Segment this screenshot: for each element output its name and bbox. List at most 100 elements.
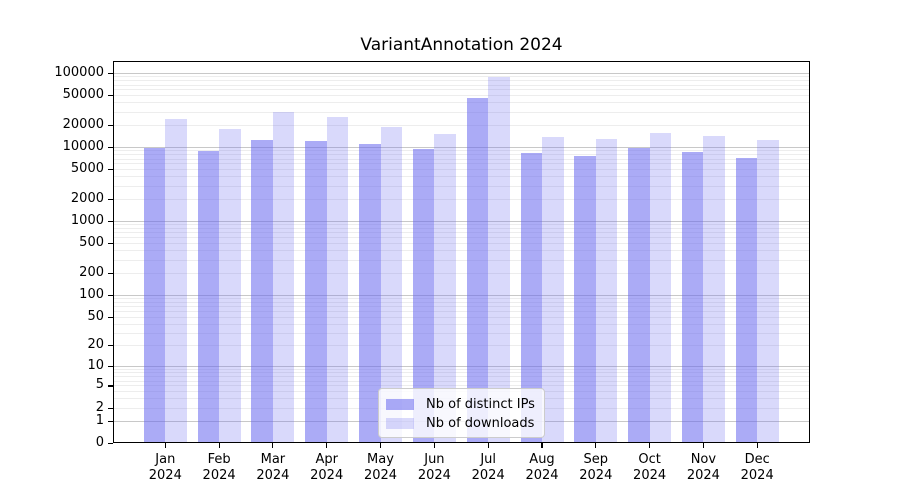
x-tick-label-feb: Feb 2024 (202, 452, 236, 483)
gridline-8 (113, 372, 810, 374)
gridline-7 (113, 376, 810, 378)
x-tick-label-jul: Jul 2024 (471, 452, 505, 483)
y-tick-50000 (108, 95, 113, 97)
gridline-4000 (113, 176, 810, 178)
x-tick-nov (702, 443, 704, 448)
y-tick-label-50000: 50000 (62, 87, 104, 103)
y-tick-label-20000: 20000 (62, 116, 104, 132)
y-tick-label-0: 0 (95, 435, 104, 450)
bar-feb-distinct-ips (197, 150, 220, 443)
bar-may-downloads (380, 126, 402, 443)
gridline-90000 (113, 76, 810, 78)
bar-mar-distinct-ips (251, 140, 273, 443)
gridline-800 (113, 228, 810, 230)
x-tick-label-oct: Oct 2024 (633, 452, 667, 483)
bar-sep-distinct-ips (574, 155, 596, 443)
bar-oct-downloads (649, 132, 672, 443)
x-tick-aug (541, 443, 543, 448)
gridline-10000 (113, 147, 810, 148)
gridline-50 (113, 316, 810, 318)
bar-oct-distinct-ips (628, 148, 650, 443)
y-tick-label-50: 50 (87, 308, 104, 324)
gridline-700 (113, 232, 810, 234)
bar-dec-distinct-ips (735, 157, 758, 443)
gridline-6 (113, 380, 810, 382)
gridline-600 (113, 237, 810, 239)
bar-jan-downloads (165, 119, 187, 443)
x-tick-jul (487, 443, 489, 448)
y-tick-1 (108, 420, 113, 422)
bar-jun-downloads (434, 134, 456, 443)
gridline-70 (113, 306, 810, 307)
x-tick-may (379, 443, 382, 448)
x-tick-label-dec: Dec 2024 (740, 452, 774, 483)
gridline-6000 (113, 163, 810, 165)
x-tick-sep (595, 443, 597, 448)
gridline-30000 (113, 111, 810, 113)
gridline-80 (113, 301, 810, 303)
gridline-40000 (113, 102, 810, 104)
x-tick-jun (433, 443, 435, 448)
gridline-300 (113, 259, 810, 261)
gridline-3000 (113, 185, 810, 187)
bar-aug-downloads (542, 136, 564, 443)
legend-swatch-downloads (386, 418, 414, 429)
gridline-10 (113, 365, 810, 367)
y-tick-label-10: 10 (87, 357, 104, 373)
y-tick-label-10000: 10000 (62, 139, 104, 154)
gridline-50000 (113, 95, 810, 97)
gridline-900 (113, 224, 810, 226)
y-tick-200 (108, 272, 113, 274)
y-tick-label-1000: 1000 (70, 213, 104, 228)
y-tick-50 (108, 316, 113, 318)
y-tick-20000 (108, 124, 113, 126)
y-tick-label-100000: 100000 (54, 65, 104, 80)
x-tick-label-nov: Nov 2024 (686, 452, 720, 483)
y-tick-label-2000: 2000 (70, 190, 104, 206)
bar-aug-distinct-ips (520, 153, 542, 443)
bar-dec-downloads (757, 140, 779, 443)
gridline-20000 (113, 124, 810, 126)
x-tick-label-mar: Mar 2024 (256, 452, 290, 483)
bar-jan-distinct-ips (143, 147, 166, 443)
gridline-500 (113, 243, 810, 245)
legend: Nb of distinct IPs Nb of downloads (378, 388, 545, 438)
y-tick-0 (108, 443, 113, 445)
bar-jun-distinct-ips (412, 149, 435, 443)
legend-label-downloads: Nb of downloads (426, 416, 535, 431)
gridline-100000 (113, 73, 810, 74)
x-tick-dec (756, 443, 758, 448)
bar-sep-downloads (595, 139, 618, 443)
gridline-400 (113, 250, 810, 252)
y-tick-label-5000: 5000 (70, 161, 104, 177)
legend-item-distinct-ips: Nb of distinct IPs (386, 395, 538, 414)
y-tick-10 (108, 365, 113, 368)
x-tick-label-apr: Apr 2024 (310, 452, 344, 483)
gridline-100 (113, 294, 810, 296)
gridline-80000 (113, 80, 810, 82)
y-tick-2000 (108, 198, 113, 200)
bar-jul-distinct-ips (466, 97, 489, 443)
bar-apr-downloads (326, 117, 349, 443)
gridline-70000 (113, 84, 810, 86)
y-tick-label-1: 1 (95, 412, 104, 428)
y-tick-100000 (108, 73, 113, 75)
gridline-5 (113, 385, 810, 387)
gridline-5000 (113, 169, 810, 171)
gridline-9000 (113, 150, 810, 152)
x-tick-oct (649, 443, 651, 448)
legend-item-downloads: Nb of downloads (386, 414, 538, 433)
x-tick-label-jun: Jun 2024 (417, 452, 451, 483)
bar-nov-distinct-ips (681, 151, 704, 443)
gridline-60 (113, 310, 810, 312)
y-tick-label-100: 100 (79, 286, 104, 302)
chart-title: VariantAnnotation 2024 (360, 35, 563, 55)
gridline-20 (113, 345, 810, 347)
x-tick-jan (164, 443, 166, 448)
x-tick-label-sep: Sep 2024 (579, 452, 613, 483)
gridline-30 (113, 332, 810, 334)
y-tick-10000 (108, 147, 113, 149)
gridline-7000 (113, 158, 810, 160)
y-tick-label-200: 200 (79, 264, 104, 280)
